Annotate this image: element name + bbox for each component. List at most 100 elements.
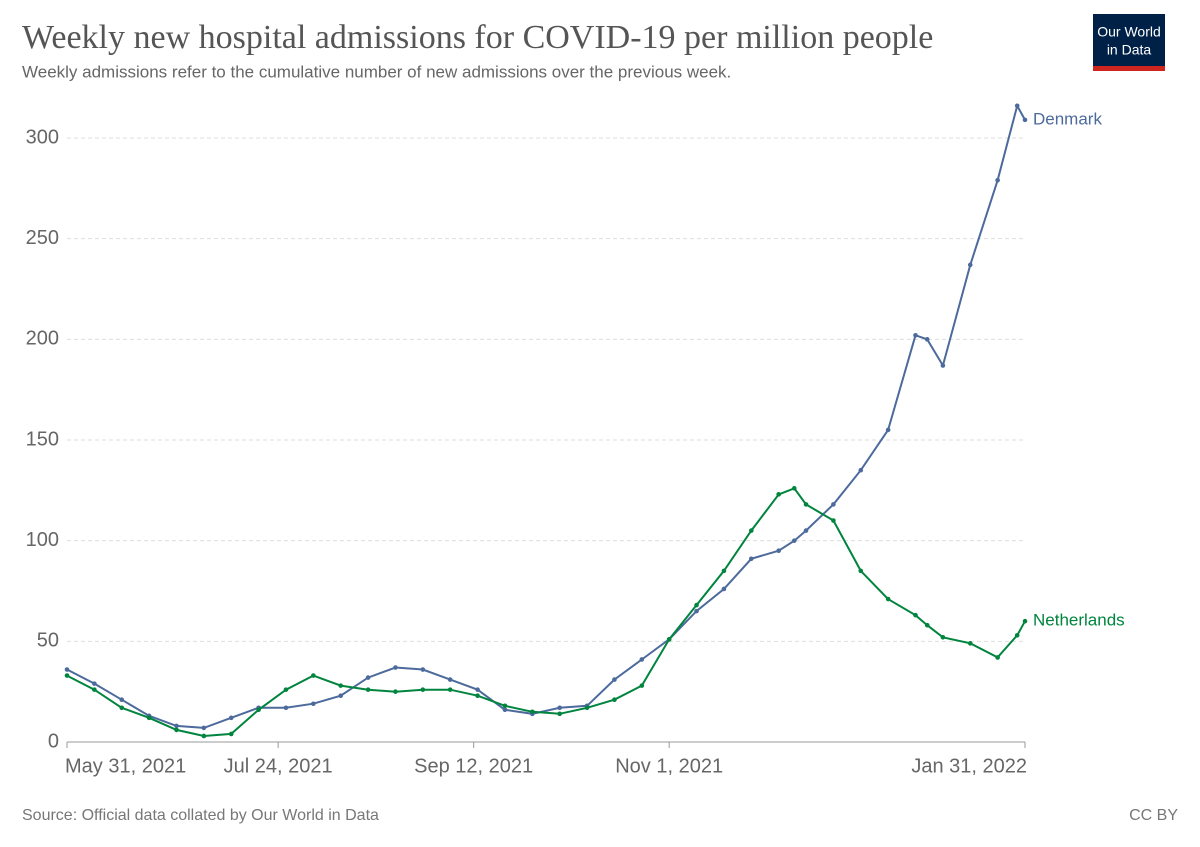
data-point <box>256 707 261 713</box>
data-point <box>92 681 97 686</box>
data-point <box>119 705 125 711</box>
data-point <box>776 492 781 497</box>
data-point <box>228 715 234 721</box>
logo-box <box>1093 14 1165 71</box>
x-tick-label: May 31, 2021 <box>65 755 186 777</box>
data-point <box>721 568 727 574</box>
series-line <box>66 103 1026 729</box>
data-point <box>1022 117 1028 123</box>
data-point <box>913 333 918 338</box>
data-point <box>1014 103 1020 109</box>
data-point <box>1014 632 1020 638</box>
series-label: Denmark <box>1033 109 1102 128</box>
logo-bar <box>1093 66 1165 71</box>
data-point <box>119 697 125 703</box>
data-point <box>831 518 836 523</box>
data-point <box>365 675 371 680</box>
data-point <box>858 568 864 574</box>
data-point <box>584 705 590 711</box>
data-point <box>639 683 645 688</box>
data-point <box>612 677 617 682</box>
logo: Our World in Data <box>1093 14 1165 71</box>
data-point <box>393 665 398 670</box>
data-point <box>311 673 316 678</box>
logo-text: Our World <box>1097 24 1161 40</box>
data-point <box>995 655 1000 660</box>
data-point <box>92 687 97 692</box>
data-point <box>283 705 289 711</box>
data-point <box>858 467 864 473</box>
data-point <box>940 635 946 640</box>
data-point <box>612 697 617 703</box>
data-point <box>557 705 562 711</box>
source: Source: Official data collated by Our Wo… <box>22 807 379 824</box>
data-point <box>639 657 645 662</box>
data-point <box>557 711 562 717</box>
data-point <box>694 608 699 614</box>
x-tick-label: Sep 12, 2021 <box>414 755 533 777</box>
data-point <box>475 693 480 698</box>
data-point <box>201 733 207 739</box>
data-point <box>174 723 179 729</box>
data-point <box>146 715 152 721</box>
y-tick-label: 50 <box>37 630 59 652</box>
data-point <box>530 709 535 715</box>
license: CC BY <box>1129 807 1178 824</box>
data-point <box>885 427 891 433</box>
x-tick-label: Jul 24, 2021 <box>224 755 333 777</box>
data-point <box>420 687 426 692</box>
x-tick-label: Jan 31, 2022 <box>911 755 1027 777</box>
data-point <box>924 337 930 342</box>
data-point <box>748 528 754 533</box>
data-point <box>447 687 453 692</box>
data-point <box>666 637 672 642</box>
y-tick-label: 150 <box>26 428 59 450</box>
data-point <box>338 683 344 688</box>
data-point <box>174 727 179 733</box>
data-point <box>776 548 781 554</box>
data-point <box>803 502 809 507</box>
data-point <box>228 731 234 737</box>
data-point <box>831 502 836 507</box>
series-line <box>66 487 1026 738</box>
data-point <box>502 707 508 713</box>
data-point <box>803 528 809 533</box>
data-point <box>694 602 699 608</box>
x-tick-label: Nov 1, 2021 <box>615 755 723 777</box>
data-point <box>502 703 508 709</box>
data-point <box>748 556 754 562</box>
chart-subtitle: Weekly admissions refer to the cumulativ… <box>22 62 731 81</box>
y-tick-label: 300 <box>26 126 59 148</box>
data-point <box>885 596 891 602</box>
data-point <box>283 687 289 692</box>
data-point <box>721 586 727 592</box>
data-point <box>64 667 70 672</box>
data-point <box>201 725 207 731</box>
data-point <box>393 689 398 694</box>
series-label: Netherlands <box>1033 611 1125 630</box>
data-point <box>311 701 316 707</box>
data-point <box>365 687 371 692</box>
data-point <box>791 538 797 543</box>
data-point <box>995 177 1000 183</box>
data-point <box>447 677 453 682</box>
data-point <box>1022 618 1028 624</box>
logo-text: in Data <box>1107 42 1152 58</box>
data-point <box>64 673 70 678</box>
y-tick-label: 250 <box>26 227 59 249</box>
y-tick-label: 100 <box>26 529 59 551</box>
data-point <box>913 612 918 618</box>
data-point <box>940 363 946 368</box>
data-point <box>420 667 426 672</box>
data-point <box>924 622 930 628</box>
y-tick-label: 200 <box>26 328 59 350</box>
data-point <box>967 641 973 646</box>
y-tick-label: 0 <box>48 730 59 752</box>
data-point <box>338 693 344 698</box>
data-point <box>475 687 480 692</box>
chart-title: Weekly new hospital admissions for COVID… <box>22 19 933 56</box>
data-point <box>967 262 973 268</box>
data-point <box>791 486 797 491</box>
